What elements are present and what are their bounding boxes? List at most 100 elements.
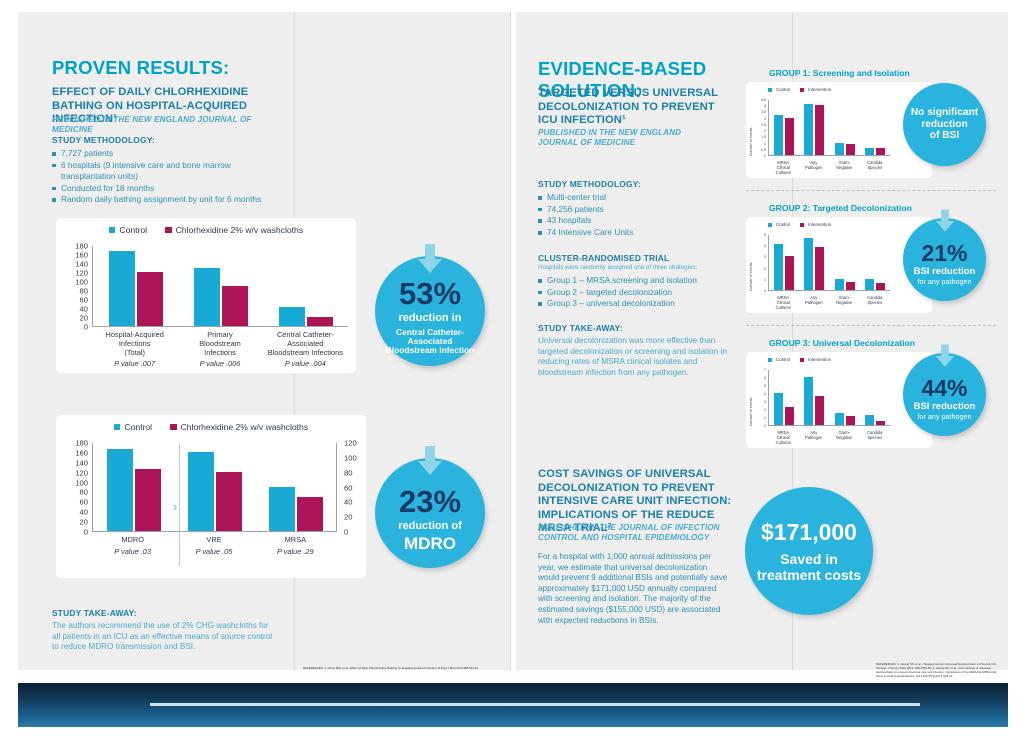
chart-mdro-vre-mrsa: 0 20 40 60 80 100 120 140 160 180 0 20 40 60 80 100 120 M… [56,439,366,572]
chart2-bar-control [106,449,133,531]
legend-label-chlorhexidine-2: Chlorhexidine 2% w/v washcloths [180,422,309,432]
left-takeaway-label: STUDY TAKE-AWAY: [52,608,137,618]
chart2-ytick: 100 [75,478,88,488]
chart1-ytick: 120 [75,268,88,278]
callout-savings-line1: Saved in [780,550,838,567]
left-methodology-list: 7,727 patients 6 hospitals (9 intensive c… [52,148,267,206]
callout-group1: No significant reduction of BSI [903,83,986,166]
chartg3-bar-group [769,370,799,425]
page-title-proven-results: PROVEN RESULTS: [52,57,230,78]
page-title-evidence-based-solution: EVIDENCE-BASED SOLUTION: [538,58,707,101]
chart2-y2-axis: 0 20 40 60 80 100 120 [336,439,366,537]
chart1-ytick: 40 [79,304,88,314]
chart1-pvalue: P value .006 [199,359,241,369]
chartg2-bar-control [774,244,784,290]
chartg3-ytick: 4 [764,392,766,396]
callout-g2-line1: BSI reduction [913,266,976,278]
methodology-item-2: Conducted for 18 months [52,183,267,194]
chart2-pvalue: P value .03 [114,546,152,556]
left-references: REFERENCES: 1. Climo MW, et al., Effect … [303,666,479,670]
chart-card-group1: Control Intervention 0 0.5 1 1.5 2 2.5 3 3.5 4 4.… [746,82,932,178]
chartg3-ytick: 1 [764,416,766,420]
chartg1-bar-group [860,100,890,155]
legend-label-control-g2: Control [776,222,791,227]
legend-item-chlorhexidine: Chlorhexidine 2% w/v washcloths [165,225,303,235]
chart1-ytick: 80 [79,286,88,296]
chartg3-bar-intervention [845,416,855,425]
chartg2-bar-group [769,235,799,290]
callout-53-percent: 53% reduction in Central Catheter-Associ… [375,256,485,366]
chart2-bar-group [255,443,336,531]
chartg2-bar-group [799,235,829,290]
chart1-bar-control [193,267,220,326]
callout-53-line2: Central Catheter-Associated Bloodstream … [385,326,475,356]
chart2-x-label: MDRO P value .03 [92,535,173,557]
chart1-pvalue: P value .007 [114,359,156,369]
chartg1-ytick: 3 [764,116,766,121]
chartg1-ytick: 1 [764,141,766,146]
callout-23-value: 23% [398,484,462,520]
chart1-bar-group [93,246,178,326]
chartg1-plot-area [768,100,890,156]
chartg2-ytick: 2 [764,266,766,271]
chart2-ytick: 80 [79,487,88,497]
left-takeaway-text: The authors recommend the use of 2% CHG … [52,621,273,652]
trial-item-2: Group 3 – universal decolonization [538,298,733,309]
methodology-item-0: Multi-center trial [538,192,728,203]
cluster-trial-note: Hospitals were randomly assigned one of … [538,264,698,271]
cluster-trial-label: CLUSTER-RANDOMISED TRIAL [538,253,670,263]
callout-g1-line3: of BSI [929,130,960,142]
chart2-y2tick: 120 [344,438,357,448]
chart2-legend: Control Chlorhexidine 2% w/v washcloths [56,422,366,432]
methodology-item-1: 6 hospitals (9 intensive care and bone m… [52,160,267,182]
legend-swatch-control [108,226,116,234]
chart2-bar-intervention [215,471,242,531]
chartg1-bar-control [864,147,874,155]
chartg1-x-label: MRSA Clinical Cultures [775,160,791,175]
chartg2-x-labels: MRSA Clinical Cultures Any Pathogen Gram- Nega… [768,295,890,310]
chart1-x-label: Hospital-Acquired Infections (Total) P valu… [92,330,177,369]
legend-item-control-g1: Control [768,87,790,92]
chart-group1: 0 0.5 1 1.5 2 2.5 3 3.5 4 4.5 MRSA Clinical Cultures… [746,96,896,178]
cost-savings-published: PUBLISHED IN THE JOURNAL OF INFECTION CO… [538,523,720,543]
chart2-pvalue: P value .05 [195,546,233,556]
legend-swatch-control-g1 [768,87,772,92]
footer-accent-line [150,703,920,706]
chart2-ytick: 0 [83,527,88,537]
cost-savings-body: For a hospital with 1,000 annual admissi… [538,552,728,625]
legend-label-control: Control [119,225,148,235]
chartg1-bar-group [769,100,799,155]
legend-label-intervention-g2: Intervention [808,222,832,227]
chart1-x-label: Primary Bloodstream Infections P value .006 [177,330,262,369]
chartg2-y-axis: 0 1 2 3 4 5 [746,233,768,293]
chart1-bar-intervention [306,317,333,326]
cluster-trial-list: Group 1 – MRSA screening and isolation Gr… [538,275,733,310]
trial-item-1: Group 2 – targeted decolonization [538,287,733,298]
chart2-plot-area [92,443,336,532]
group2-title: GROUP 2: Targeted Decolonization [769,203,912,213]
chartg1-ytick: 0.5 [761,147,766,152]
chart1-bar-intervention [136,272,163,326]
down-arrow-icon-23 [418,446,442,475]
chartg1-bar-control [834,142,844,155]
chart-card-group2: Control Intervention 0 1 2 3 4 5 MRSA Clinical C… [746,217,932,313]
chartg2-bar-intervention [875,282,885,290]
fold-line-3 [792,12,793,670]
chartg1-bar-intervention [875,148,885,155]
chartg1-x-label: Any Pathogen [804,160,823,170]
callout-group2: 21% BSI reduction for any pathogen [903,218,986,301]
chartg3-bar-intervention [875,421,885,425]
callout-group3: 44% BSI reduction for any pathogen [903,353,986,436]
chartg1-y-axis: 0 0.5 1 1.5 2 2.5 3 3.5 4 4.5 [746,98,768,158]
down-arrow-icon-group2 [935,209,955,232]
chartg2-y-axis-label: Number of events [749,262,753,291]
chartg2-x-label: Gram- Negative [836,295,853,305]
chart2-axis-break [179,443,180,566]
chartg3-x-label: Gram- Negative [836,430,853,440]
chartg2-bar-intervention [815,247,825,290]
chartg3-bar-group [830,370,860,425]
chartg3-ytick: 5 [764,384,766,388]
chart1-ytick: 100 [75,277,88,287]
chartg1-bar-group [830,100,860,155]
chartg1-bar-group [799,100,829,155]
